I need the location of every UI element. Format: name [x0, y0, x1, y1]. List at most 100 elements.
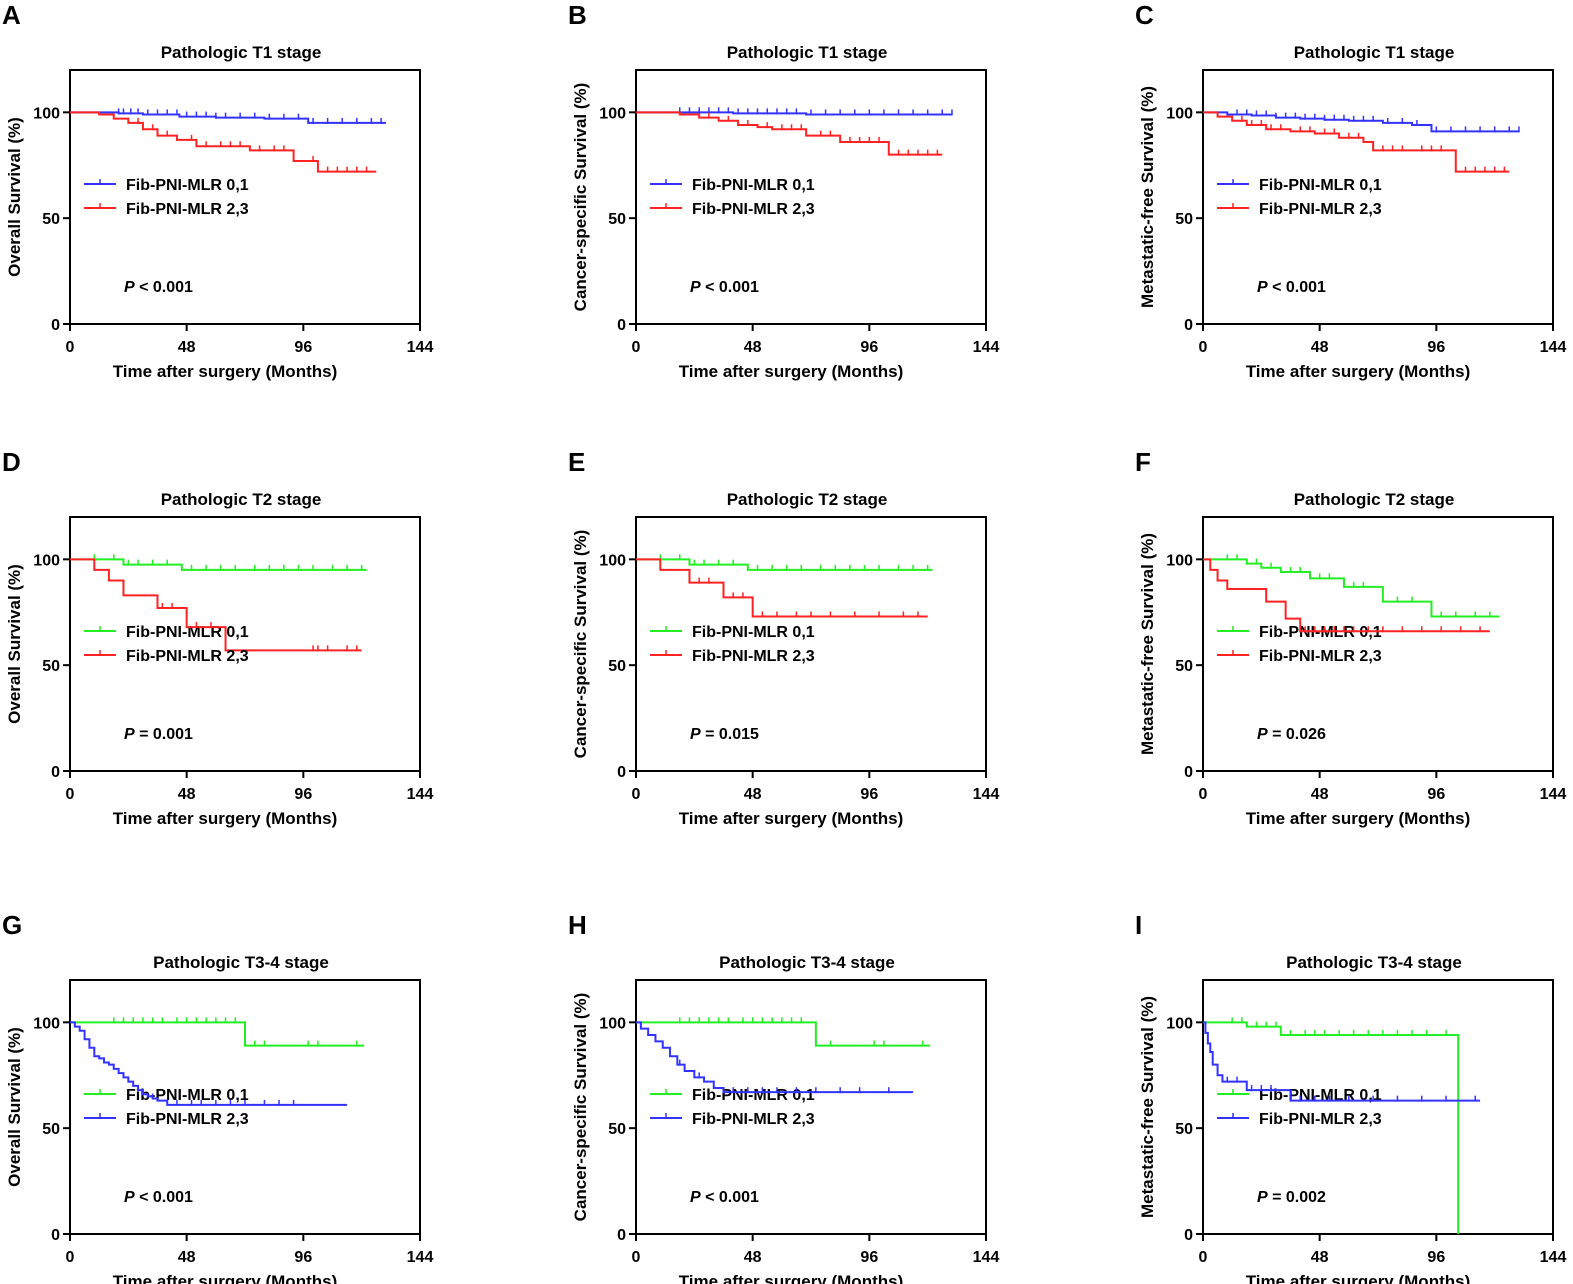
chart-panel-d: D Pathologic T2 stage 0 50 100 0 48 96 144 Time a… [2, 447, 433, 828]
x-tick-label: 0 [1199, 786, 1208, 803]
p-value: P < 0.001 [1257, 279, 1326, 296]
x-tick-label: 144 [1540, 786, 1567, 803]
x-axis-label: Time after surgery (Months) [113, 809, 338, 828]
y-tick-label: 50 [42, 1121, 60, 1138]
survival-curve-high-risk [1203, 111, 1510, 173]
x-tick-label: 144 [1540, 1249, 1567, 1266]
x-tick-label: 96 [860, 339, 878, 356]
x-tick-label: 0 [632, 339, 641, 356]
y-axis-label: Overall Survival (%) [5, 117, 24, 277]
x-tick-label: 48 [1311, 786, 1329, 803]
plot-frame [1202, 516, 1554, 772]
y-tick-label: 50 [1175, 1121, 1193, 1138]
legend-label: Fib-PNI-MLR 2,3 [1259, 1111, 1382, 1128]
plot-frame [635, 979, 987, 1235]
chart-title: Pathologic T3-4 stage [153, 953, 329, 972]
y-tick-label: 0 [1184, 764, 1193, 781]
x-tick-label: 48 [744, 339, 762, 356]
p-value-symbol: P [690, 279, 701, 296]
legend-label: Fib-PNI-MLR 2,3 [1259, 201, 1382, 218]
p-value: P < 0.001 [124, 1189, 193, 1206]
y-tick-label: 0 [51, 1227, 60, 1244]
x-tick-label: 144 [973, 339, 1000, 356]
y-tick-label: 0 [617, 764, 626, 781]
x-axis-label: Time after surgery (Months) [113, 1272, 338, 1284]
chart-panel-e: E Pathologic T2 stage 0 50 100 0 48 96 144 Time a… [568, 447, 999, 828]
y-tick-label: 50 [608, 211, 626, 228]
legend-label: Fib-PNI-MLR 2,3 [692, 201, 815, 218]
survival-curve-high-risk [1203, 558, 1490, 633]
y-tick-label: 100 [1166, 105, 1193, 122]
chart-title: Pathologic T1 stage [1294, 43, 1455, 62]
chart-title: Pathologic T2 stage [727, 490, 888, 509]
x-axis-label: Time after surgery (Months) [1246, 1272, 1471, 1284]
y-tick-label: 50 [608, 1121, 626, 1138]
x-tick-label: 96 [1427, 786, 1445, 803]
x-tick-label: 0 [632, 786, 641, 803]
legend-label: Fib-PNI-MLR 2,3 [126, 201, 249, 218]
legend-label: Fib-PNI-MLR 2,3 [126, 1111, 249, 1128]
plot-frame [69, 516, 421, 772]
y-tick-label: 50 [608, 658, 626, 675]
p-value-text: < 0.001 [701, 1189, 759, 1206]
p-value: P = 0.001 [124, 726, 193, 743]
y-tick-label: 50 [1175, 211, 1193, 228]
chart-panel-a: A Pathologic T1 stage 0 50 100 0 48 96 144 Time a… [2, 0, 433, 381]
x-tick-label: 0 [66, 786, 75, 803]
survival-curve-low-risk [636, 558, 933, 571]
x-tick-label: 144 [1540, 339, 1567, 356]
y-axis-label: Cancer-specific Survival (%) [571, 993, 590, 1222]
p-value-symbol: P [1257, 279, 1268, 296]
chart-title: Pathologic T3-4 stage [719, 953, 895, 972]
x-tick-label: 96 [860, 1249, 878, 1266]
survival-curve-low-risk [70, 1021, 365, 1047]
x-tick-label: 0 [1199, 339, 1208, 356]
y-tick-label: 100 [33, 552, 60, 569]
y-axis-label: Overall Survival (%) [5, 564, 24, 724]
survival-curve-low-risk [1203, 1021, 1460, 1234]
x-axis-label: Time after surgery (Months) [679, 1272, 904, 1284]
x-tick-label: 0 [66, 339, 75, 356]
x-tick-label: 144 [407, 1249, 434, 1266]
p-value-text: = 0.001 [135, 726, 193, 743]
legend-label: Fib-PNI-MLR 2,3 [692, 648, 815, 665]
survival-curve-high-risk [636, 111, 943, 156]
plot-frame [69, 69, 421, 325]
survival-curve-low-risk [1203, 111, 1519, 133]
x-tick-label: 48 [178, 1249, 196, 1266]
x-tick-label: 48 [178, 339, 196, 356]
y-tick-label: 100 [33, 105, 60, 122]
chart-panel-c: C Pathologic T1 stage 0 50 100 0 48 96 144 Time a… [1135, 0, 1566, 381]
panel-letter: H [568, 910, 587, 940]
p-value-symbol: P [1257, 726, 1268, 743]
y-tick-label: 100 [599, 1015, 626, 1032]
x-tick-label: 144 [407, 786, 434, 803]
survival-curve-low-risk [636, 1021, 931, 1047]
panel-letter: I [1135, 910, 1142, 940]
y-tick-label: 0 [617, 1227, 626, 1244]
chart-panel-g: G Pathologic T3-4 stage 0 50 100 0 48 96 144 Time… [2, 910, 433, 1284]
p-value: P < 0.001 [690, 279, 759, 296]
y-tick-label: 50 [42, 658, 60, 675]
legend-label: Fib-PNI-MLR 0,1 [126, 177, 249, 194]
p-value-text: < 0.001 [701, 279, 759, 296]
chart-title: Pathologic T3-4 stage [1286, 953, 1462, 972]
panel-letter: C [1135, 0, 1154, 30]
p-value-symbol: P [124, 279, 135, 296]
chart-panel-b: B Pathologic T1 stage 0 50 100 0 48 96 144 Time a… [568, 0, 999, 381]
y-tick-label: 50 [1175, 658, 1193, 675]
survival-curve-high-risk [70, 1021, 348, 1106]
x-tick-label: 48 [178, 786, 196, 803]
survival-curve-high-risk [636, 558, 928, 618]
y-axis-label: Cancer-specific Survival (%) [571, 83, 590, 312]
p-value-text: = 0.002 [1268, 1189, 1326, 1206]
plot-frame [1202, 979, 1554, 1235]
y-axis-label: Metastatic-free Survival (%) [1138, 86, 1157, 308]
panel-letter: B [568, 0, 587, 30]
x-tick-label: 96 [294, 339, 312, 356]
y-tick-label: 0 [1184, 317, 1193, 334]
x-tick-label: 96 [1427, 1249, 1445, 1266]
p-value-symbol: P [124, 1189, 135, 1206]
x-tick-label: 48 [744, 1249, 762, 1266]
legend-label: Fib-PNI-MLR 0,1 [692, 177, 815, 194]
